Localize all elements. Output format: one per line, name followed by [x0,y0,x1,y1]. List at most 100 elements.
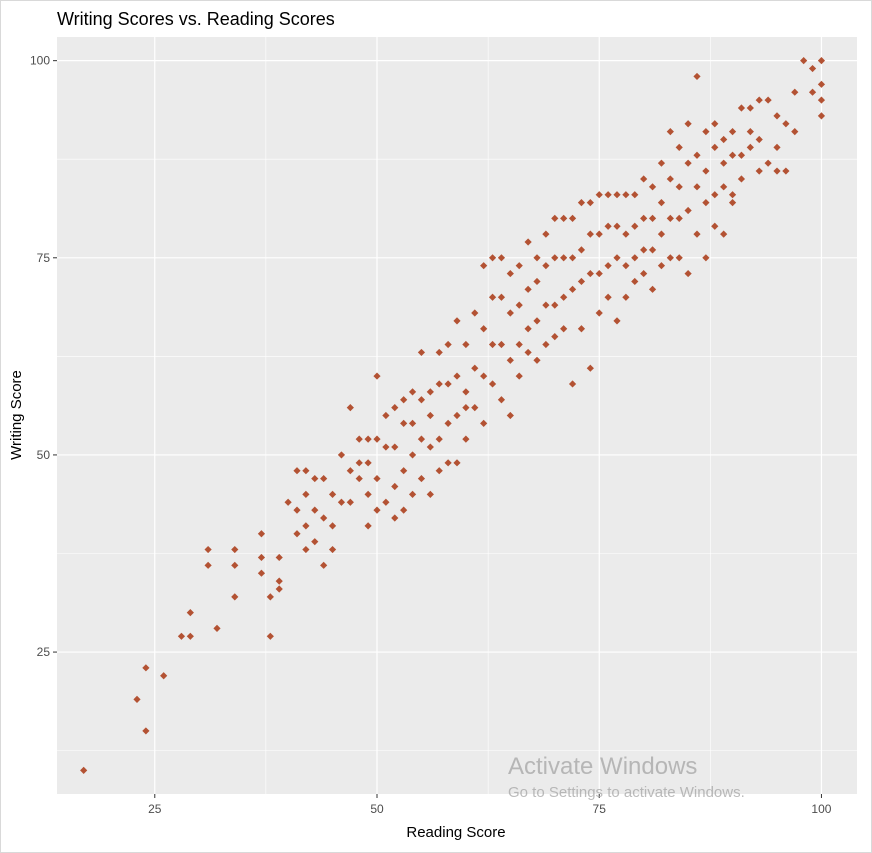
data-point [497,396,506,404]
data-point [720,159,728,167]
data-point [328,522,337,530]
data-point [426,411,434,420]
data-point [560,325,568,333]
data-point [453,411,461,420]
data-point [782,167,790,175]
data-point [275,577,283,585]
data-point [231,561,239,569]
grid-major [57,37,857,794]
data-point [337,451,346,459]
y-tick-label: 75 [37,251,51,265]
data-point [453,317,461,325]
data-point [497,293,506,301]
data-point [622,293,630,301]
data-point [666,175,674,183]
data-point [160,672,168,680]
data-point [311,538,319,546]
data-point [577,198,586,207]
data-point [293,467,301,475]
data-point [426,490,434,498]
data-point [231,545,239,554]
data-point [586,230,594,238]
data-point [586,198,594,207]
data-point [728,151,737,159]
data-point [408,388,417,396]
data-point [506,411,514,420]
data-point [257,569,266,577]
data-point [568,214,577,222]
data-point [400,419,408,427]
data-point [568,285,577,293]
data-point [533,356,541,364]
data-point [577,325,586,333]
data-point [471,309,479,317]
data-point [417,435,426,443]
data-point [133,695,141,703]
data-point [720,135,728,144]
data-point [284,498,292,506]
data-point [408,490,417,498]
data-point [426,443,434,451]
data-point [400,396,408,404]
data-point [400,506,408,514]
data-point [506,309,514,317]
data-point [551,333,559,341]
data-point [337,498,346,506]
data-point [346,404,354,412]
data-point [551,214,559,222]
data-point [648,214,657,222]
data-point [142,727,150,735]
data-point [382,411,390,420]
data-point [480,419,488,427]
data-point [702,167,710,175]
data-point [275,585,283,593]
data-point [293,506,301,514]
data-point [613,222,621,230]
y-tick-labels: 25 50 75 100 [30,54,50,659]
data-point [595,191,603,199]
x-axis-label: Reading Score [406,824,505,841]
data-point [657,262,666,270]
data-point [408,451,417,459]
data-point [142,664,150,672]
data-point [533,254,541,262]
data-point [560,254,568,262]
data-point [364,459,372,467]
data-point [604,222,612,230]
data-point [746,143,754,151]
data-point [524,285,532,293]
data-point [622,262,630,270]
y-tick-label: 50 [37,448,51,462]
data-point [186,632,194,640]
data-point [462,435,470,443]
data-point [657,230,666,238]
data-point [675,143,683,151]
data-point [373,506,381,514]
data-point [542,262,550,270]
data-point [204,545,212,554]
data-point [711,143,719,151]
data-point [640,246,648,254]
data-point [444,459,452,467]
data-point [275,553,283,562]
data-point [542,340,550,349]
data-point [746,104,754,112]
data-point [462,388,470,396]
x-tick-label: 75 [593,802,607,816]
data-point [346,467,354,475]
data-point [177,632,186,640]
data-point [640,214,648,222]
data-point [720,183,728,191]
data-point [391,443,399,451]
x-tick-label: 100 [811,802,831,816]
data-point [728,198,737,207]
data-point [586,364,594,372]
data-point [782,120,790,128]
data-point [417,474,426,483]
data-point [728,191,737,199]
data-point [391,514,399,522]
data-point [604,262,612,270]
data-point [808,88,817,96]
data-point [480,372,488,380]
